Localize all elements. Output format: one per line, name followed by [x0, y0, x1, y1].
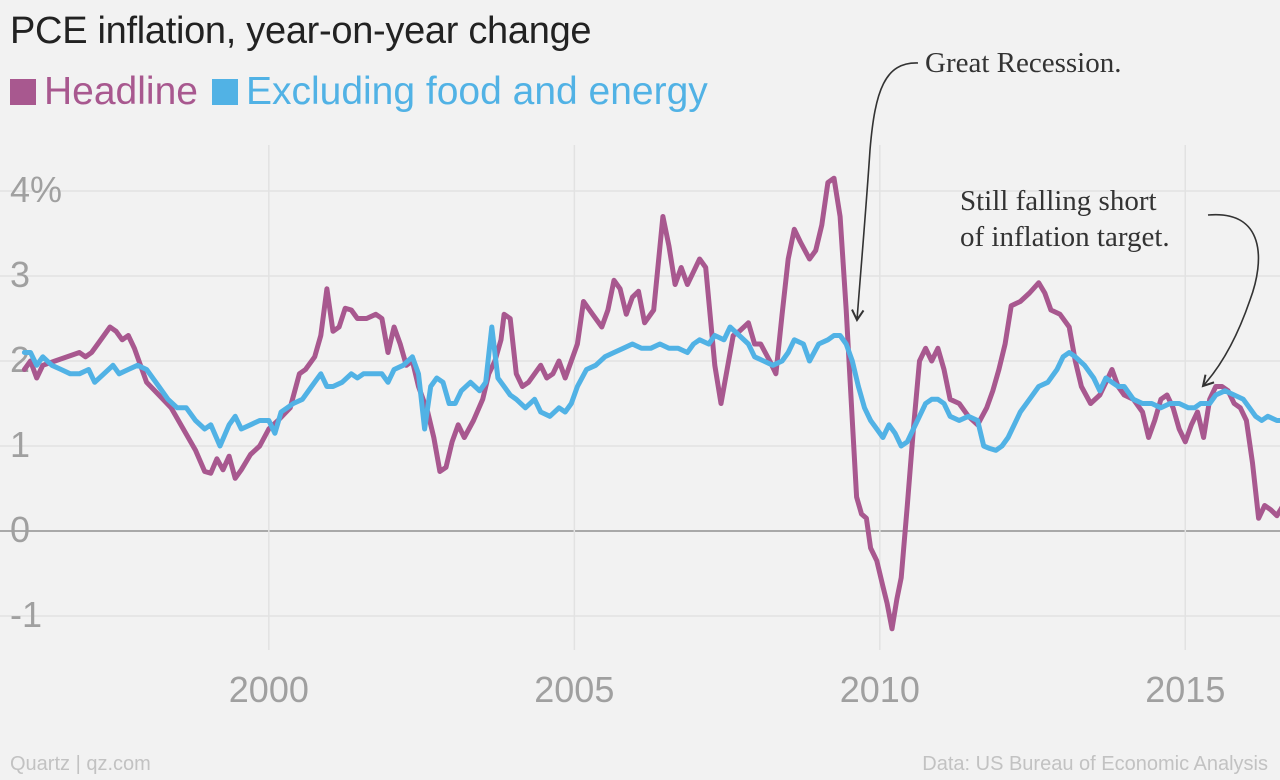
annotations: Great Recession. Still falling short of …: [851, 47, 1260, 388]
x-axis-ticks: 2000 2005 2010 2015: [229, 669, 1226, 710]
annotation-great-recession: Great Recession.: [925, 47, 1122, 79]
legend-item-core: Excluding food and energy: [211, 70, 708, 114]
y-tick-label: 4%: [10, 169, 62, 210]
legend-label-core: Excluding food and energy: [245, 70, 708, 113]
legend-item-headline: Headline: [10, 70, 198, 114]
x-tick-label: 2010: [840, 669, 920, 710]
y-tick-label: 0: [10, 509, 30, 550]
series-line-headline: [21, 175, 1280, 632]
y-tick-label: 1: [10, 424, 30, 465]
annotation-arrow-inflation-target: [1201, 213, 1260, 388]
y-axis-ticks: 4% 3 2 1 0 -1: [10, 169, 62, 635]
x-tick-label: 2015: [1145, 669, 1225, 710]
y-tick-label: 3: [10, 254, 30, 295]
grid-layer: [0, 145, 1280, 650]
annotation-arrow-great-recession: [851, 62, 919, 323]
x-tick-label: 2005: [534, 669, 614, 710]
series-line-core: [21, 324, 1280, 453]
legend-swatch-core: [211, 79, 238, 105]
footer-source-right: Data: US Bureau of Economic Analysis: [922, 753, 1268, 775]
annotation-inflation-target: Still falling short of inflation target.: [960, 185, 1170, 253]
legend: Headline Excluding food and energy: [10, 70, 722, 114]
series-layer: [21, 175, 1280, 632]
footer-source-left: Quartz | qz.com: [10, 753, 151, 775]
legend-swatch-headline: [10, 79, 36, 105]
legend-label-headline: Headline: [44, 70, 198, 113]
y-tick-label: -1: [10, 594, 42, 635]
y-tick-label: 2: [10, 339, 30, 380]
chart-title: PCE inflation, year-on-year change: [10, 10, 592, 52]
x-tick-label: 2000: [229, 669, 309, 710]
